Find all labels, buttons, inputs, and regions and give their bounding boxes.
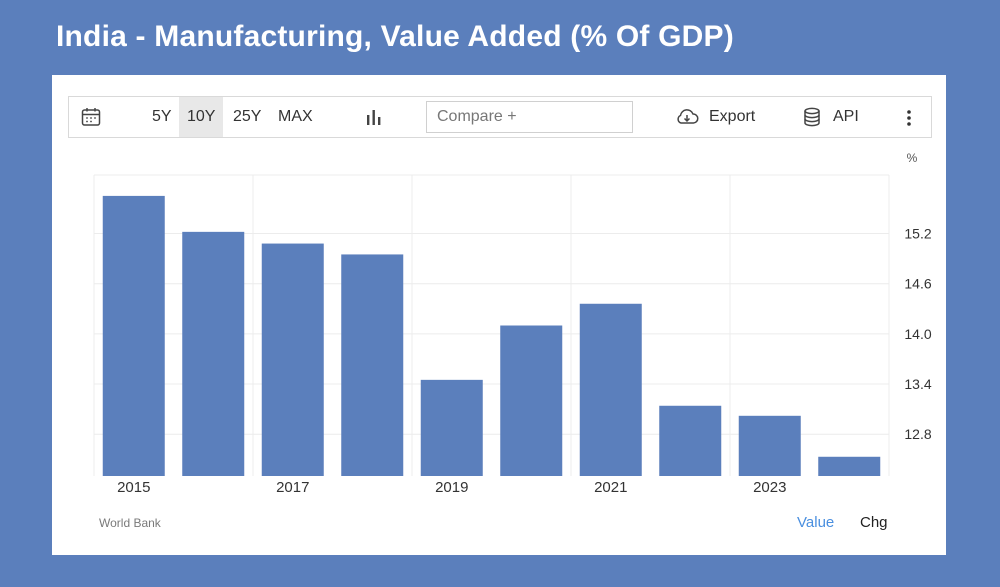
- more-menu-icon[interactable]: [905, 109, 913, 132]
- bar-chart-icon[interactable]: [365, 108, 383, 131]
- bar: [420, 379, 483, 476]
- cloud-download-icon[interactable]: [675, 107, 699, 132]
- y-tick-label: 14.6: [904, 276, 931, 292]
- y-tick-label: 15.2: [904, 226, 931, 242]
- database-icon[interactable]: [803, 107, 821, 132]
- x-tick-label: 2015: [117, 479, 150, 496]
- value-tab[interactable]: Value: [797, 514, 835, 531]
- bar: [738, 415, 801, 476]
- x-tick-label: 2019: [435, 479, 468, 496]
- bar: [659, 405, 722, 476]
- chg-tab[interactable]: Chg: [860, 514, 888, 531]
- export-button[interactable]: Export: [709, 108, 756, 125]
- source-label: World Bank: [99, 516, 161, 530]
- y-tick-label: 14.0: [904, 326, 931, 342]
- bar: [818, 456, 881, 476]
- x-tick-label: 2023: [753, 479, 786, 496]
- api-button[interactable]: API: [833, 108, 859, 125]
- range-10y-button[interactable]: 10Y: [179, 97, 224, 137]
- bar: [341, 254, 404, 476]
- bar: [102, 195, 165, 476]
- x-tick-label: 2021: [594, 479, 627, 496]
- page-title: India - Manufacturing, Value Added (% Of…: [56, 20, 734, 53]
- bar: [500, 325, 563, 476]
- x-tick-label: 2017: [276, 479, 309, 496]
- bar: [261, 243, 324, 476]
- chart-toolbar: 5Y 10Y 25Y MAX Compare + Export: [68, 96, 932, 138]
- chart-card: 5Y 10Y 25Y MAX Compare + Export: [52, 75, 946, 555]
- range-max-button[interactable]: MAX: [278, 108, 313, 125]
- calendar-icon[interactable]: [81, 107, 101, 132]
- compare-input[interactable]: Compare +: [426, 101, 633, 133]
- y-tick-label: 13.4: [904, 376, 931, 392]
- range-5y-button[interactable]: 5Y: [152, 108, 172, 125]
- bar: [579, 303, 642, 476]
- bar: [182, 231, 245, 476]
- bar-chart: 2015 2017 2019 2021 2023 12.8 13.4 14.0 14.6 15.2…: [93, 151, 932, 496]
- y-axis-unit-label: %: [907, 151, 918, 165]
- y-tick-label: 12.8: [904, 426, 931, 442]
- range-25y-button[interactable]: 25Y: [233, 108, 262, 125]
